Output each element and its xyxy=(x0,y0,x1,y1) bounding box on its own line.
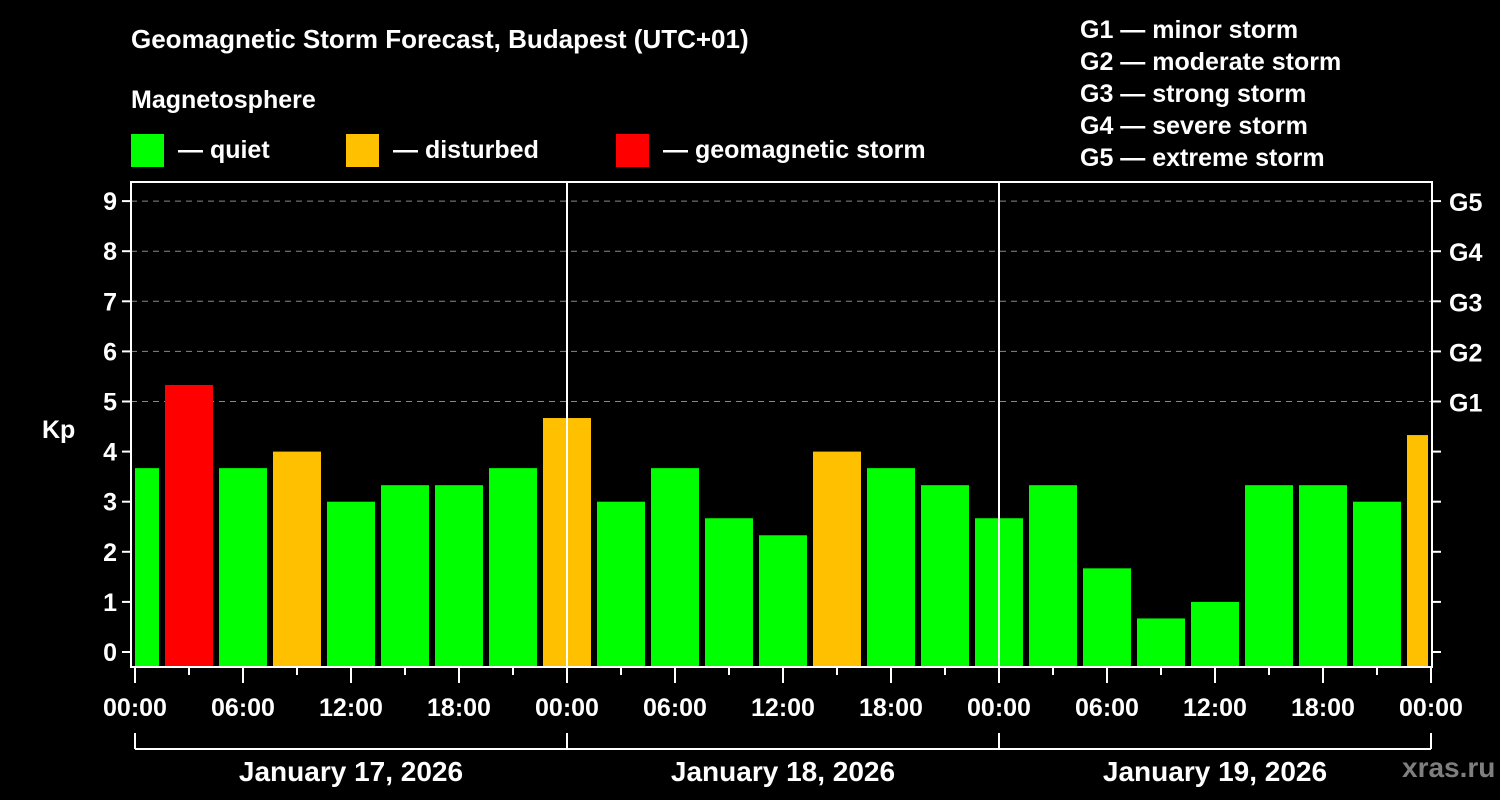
kp-bar-disturbed xyxy=(273,451,321,666)
kp-bar-quiet xyxy=(921,485,969,666)
g-level-label: G1 xyxy=(1449,390,1482,418)
quiet-swatch xyxy=(131,134,164,167)
x-tick-label: 00:00 xyxy=(1399,694,1463,722)
x-tick-label: 06:00 xyxy=(643,694,707,722)
x-tick-label: 06:00 xyxy=(211,694,275,722)
day-label: January 17, 2026 xyxy=(239,756,463,787)
legend-label: — geomagnetic storm xyxy=(663,136,926,164)
watermark: xras.ru xyxy=(1402,752,1496,783)
g-scale-item: G4 — severe storm xyxy=(1080,112,1308,140)
kp-bar-quiet xyxy=(1299,485,1347,666)
kp-bar-disturbed xyxy=(813,451,861,666)
legend-item-quiet: — quiet xyxy=(131,134,270,167)
kp-bar-disturbed xyxy=(1407,435,1428,666)
kp-bar-quiet xyxy=(489,468,537,666)
g-scale-legend: G1 — minor storm G2 — moderate storm G3 … xyxy=(1080,14,1341,174)
kp-bar-storm xyxy=(165,384,213,666)
y-tick-label: 8 xyxy=(103,238,117,266)
legend-label: — quiet xyxy=(178,136,270,164)
kp-bar-quiet xyxy=(597,501,645,666)
g-level-label: G2 xyxy=(1449,339,1482,367)
x-tick-label: 18:00 xyxy=(427,694,491,722)
g-scale-item: G5 — extreme storm xyxy=(1080,144,1325,172)
y-tick-label: 3 xyxy=(103,489,117,517)
plot-frame xyxy=(130,181,1433,668)
g-scale-item: G1 — minor storm xyxy=(1080,16,1299,44)
x-tick-label: 12:00 xyxy=(319,694,383,722)
y-tick-label: 7 xyxy=(103,288,117,316)
g-level-label: G5 xyxy=(1449,189,1482,217)
y-tick-label: 9 xyxy=(103,188,117,216)
kp-bar-quiet xyxy=(435,485,483,666)
storm-swatch xyxy=(616,134,649,167)
legend-label: — disturbed xyxy=(393,136,539,164)
bars-group xyxy=(135,384,1428,666)
x-tick-label: 00:00 xyxy=(967,694,1031,722)
kp-bar-quiet xyxy=(1137,618,1185,666)
day-label: January 19, 2026 xyxy=(1103,756,1327,787)
chart-title: Geomagnetic Storm Forecast, Budapest (UT… xyxy=(131,24,749,54)
g-level-label: G4 xyxy=(1449,239,1482,267)
y-axis-label: Kp xyxy=(42,416,75,444)
g-scale-item: G2 — moderate storm xyxy=(1080,48,1342,76)
x-tick-label: 18:00 xyxy=(859,694,923,722)
y-tick-label: 1 xyxy=(103,589,117,617)
kp-bar-quiet xyxy=(381,485,429,666)
legend-item-disturbed: — disturbed xyxy=(346,134,539,167)
kp-bar-quiet xyxy=(705,518,753,666)
x-tick-label: 18:00 xyxy=(1291,694,1355,722)
y-tick-label: 4 xyxy=(103,439,117,467)
g-level-label: G3 xyxy=(1449,289,1482,317)
x-tick-label: 12:00 xyxy=(1183,694,1247,722)
day-label: January 18, 2026 xyxy=(671,756,895,787)
x-tick-label: 00:00 xyxy=(535,694,599,722)
legend-title: Magnetosphere xyxy=(131,86,316,114)
g-scale-item: G3 — strong storm xyxy=(1080,80,1307,108)
kp-bar-quiet xyxy=(1353,501,1401,666)
y-tick-label: 6 xyxy=(103,338,117,366)
x-tick-label: 06:00 xyxy=(1075,694,1139,722)
kp-bar-quiet xyxy=(1245,485,1293,666)
y-tick-label: 5 xyxy=(103,389,117,417)
y-tick-label: 0 xyxy=(103,639,117,667)
kp-bar-quiet xyxy=(759,535,807,666)
disturbed-swatch xyxy=(346,134,379,167)
kp-bar-quiet xyxy=(1191,601,1239,666)
kp-bar-quiet xyxy=(327,501,375,666)
x-tick-label: 00:00 xyxy=(103,694,167,722)
kp-bar-quiet xyxy=(1029,485,1077,666)
kp-bar-quiet xyxy=(135,468,159,666)
x-tick-label: 12:00 xyxy=(751,694,815,722)
legend-item-storm: — geomagnetic storm xyxy=(616,134,926,167)
kp-bar-quiet xyxy=(219,468,267,666)
kp-bar-quiet xyxy=(867,468,915,666)
y-tick-label: 2 xyxy=(103,539,117,567)
kp-bar-quiet xyxy=(651,468,699,666)
kp-bar-quiet xyxy=(1083,568,1131,666)
